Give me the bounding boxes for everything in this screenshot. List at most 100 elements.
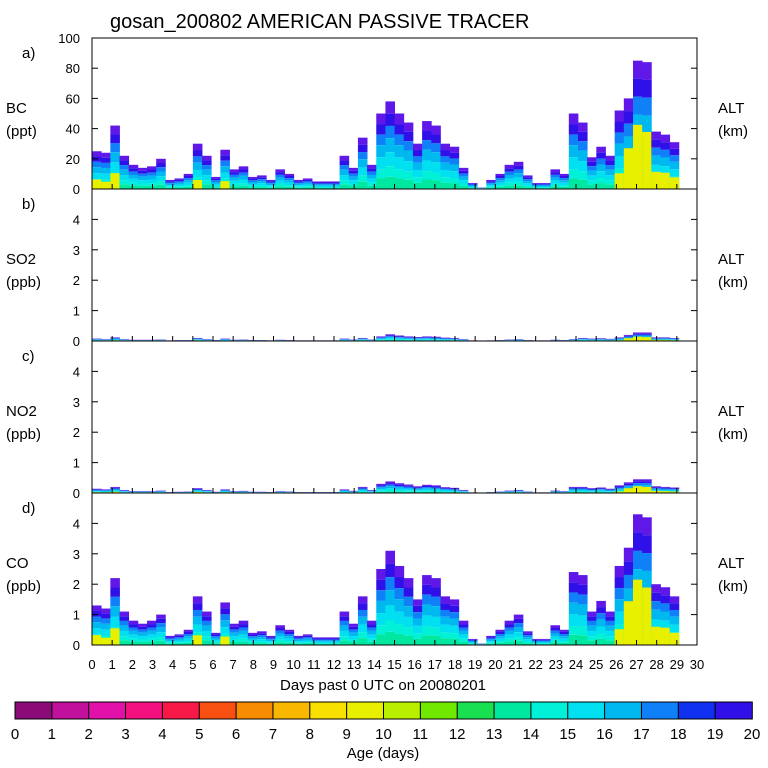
age-band-0 bbox=[431, 578, 441, 588]
age-band-5 bbox=[605, 636, 616, 641]
young-band bbox=[633, 486, 643, 493]
age-band-4 bbox=[385, 605, 395, 621]
unit-label: (ppb) bbox=[6, 578, 41, 595]
age-column bbox=[412, 599, 423, 645]
age-band-2 bbox=[192, 156, 203, 163]
age-band-2 bbox=[220, 160, 230, 167]
age-band-0 bbox=[220, 489, 230, 490]
age-column bbox=[110, 578, 120, 645]
age-band-3 bbox=[403, 150, 414, 162]
age-band-2 bbox=[660, 488, 671, 490]
age-column bbox=[110, 125, 120, 189]
age-band-4 bbox=[101, 173, 111, 180]
age-band-4 bbox=[312, 185, 322, 188]
age-band-4 bbox=[422, 160, 432, 172]
age-band-6 bbox=[357, 181, 368, 189]
y-tick-label: 3 bbox=[73, 243, 80, 258]
age-band-1 bbox=[431, 337, 441, 338]
young-band bbox=[101, 637, 111, 645]
age-band-4 bbox=[128, 634, 139, 639]
age-band-5 bbox=[312, 643, 322, 644]
age-band-4 bbox=[559, 638, 570, 642]
age-band-2 bbox=[440, 156, 451, 163]
age-band-0 bbox=[174, 634, 185, 636]
age-band-4 bbox=[348, 180, 359, 184]
age-band-0 bbox=[156, 614, 166, 619]
age-band-5 bbox=[614, 168, 625, 178]
age-column bbox=[302, 634, 313, 645]
age-column bbox=[587, 611, 597, 645]
age-band-4 bbox=[211, 183, 221, 186]
age-band-4 bbox=[330, 185, 340, 188]
age-band-0 bbox=[651, 131, 661, 140]
age-band-1 bbox=[587, 616, 597, 621]
age-band-1 bbox=[467, 639, 478, 641]
age-band-5 bbox=[394, 624, 405, 634]
age-band-3 bbox=[385, 337, 395, 339]
age-band-5 bbox=[238, 638, 249, 642]
age-band-5 bbox=[431, 339, 441, 341]
age-band-4 bbox=[440, 169, 451, 178]
age-band-0 bbox=[394, 335, 405, 337]
age-band-6 bbox=[440, 638, 451, 645]
colorbar-segment bbox=[714, 701, 753, 720]
age-band-0 bbox=[275, 625, 285, 629]
age-band-3 bbox=[119, 169, 130, 176]
age-band-2 bbox=[238, 172, 249, 176]
age-band-1 bbox=[522, 633, 533, 636]
age-band-1 bbox=[568, 582, 579, 593]
age-band-5 bbox=[183, 185, 194, 187]
y-tick-label: 1 bbox=[73, 456, 80, 471]
age-band-5 bbox=[202, 180, 212, 185]
age-band-2 bbox=[495, 178, 506, 181]
age-band-4 bbox=[513, 632, 524, 638]
age-band-5 bbox=[577, 171, 588, 180]
age-band-0 bbox=[440, 596, 451, 604]
age-band-2 bbox=[238, 627, 249, 631]
young-band bbox=[642, 486, 652, 493]
age-column bbox=[431, 485, 441, 493]
age-band-2 bbox=[357, 488, 368, 490]
age-band-1 bbox=[651, 487, 661, 489]
age-band-4 bbox=[422, 615, 432, 627]
age-column bbox=[403, 578, 414, 645]
age-band-1 bbox=[192, 488, 203, 490]
age-column bbox=[156, 158, 166, 189]
age-band-2 bbox=[110, 143, 120, 153]
age-band-4 bbox=[165, 641, 175, 643]
age-band-5 bbox=[449, 633, 460, 639]
age-band-0 bbox=[92, 488, 102, 490]
young-band bbox=[660, 172, 671, 189]
age-band-4 bbox=[238, 179, 249, 184]
young-band bbox=[101, 181, 111, 189]
age-band-5 bbox=[403, 627, 414, 636]
age-band-2 bbox=[385, 484, 395, 487]
age-band-2 bbox=[348, 629, 359, 633]
age-band-5 bbox=[587, 636, 597, 641]
age-band-6 bbox=[440, 182, 451, 189]
age-band-3 bbox=[412, 618, 423, 626]
age-band-3 bbox=[431, 338, 441, 340]
age-column bbox=[660, 337, 671, 341]
age-band-2 bbox=[302, 637, 313, 639]
age-column bbox=[202, 611, 212, 645]
age-column bbox=[257, 175, 267, 189]
age-band-0 bbox=[577, 486, 588, 488]
age-band-1 bbox=[284, 176, 295, 179]
age-band-5 bbox=[284, 641, 295, 643]
age-band-2 bbox=[394, 588, 405, 600]
age-band-2 bbox=[394, 486, 405, 488]
x-tick-label: 30 bbox=[690, 657, 704, 672]
age-band-1 bbox=[202, 160, 212, 166]
age-band-2 bbox=[312, 183, 322, 185]
age-band-0 bbox=[101, 489, 111, 490]
age-band-4 bbox=[660, 490, 671, 492]
age-band-4 bbox=[660, 166, 671, 175]
age-band-0 bbox=[92, 605, 102, 612]
colorbar-segment bbox=[161, 701, 201, 720]
age-band-5 bbox=[247, 641, 258, 644]
age-band-6 bbox=[568, 634, 579, 645]
age-band-4 bbox=[293, 641, 304, 643]
age-band-0 bbox=[614, 110, 625, 122]
age-band-2 bbox=[211, 180, 221, 182]
